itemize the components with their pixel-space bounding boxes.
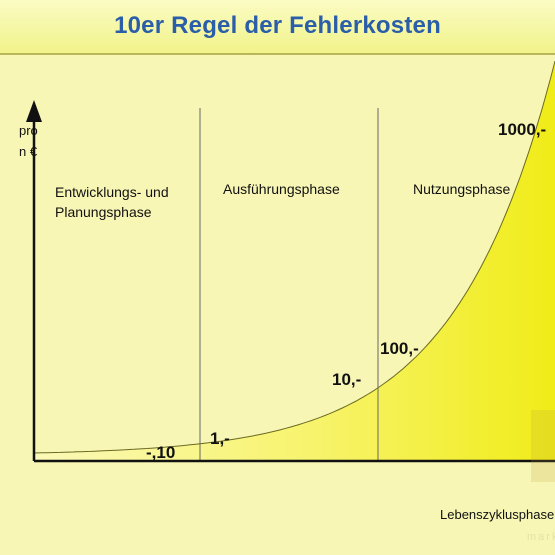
cost-curve-chart: pro n € Entwicklungs- und Planungsphase … xyxy=(19,60,555,543)
cost-curve-line xyxy=(33,60,555,454)
phase-label-planning: Entwicklungs- und Planungsphase xyxy=(55,184,173,220)
data-label-3: 100,- xyxy=(380,339,419,358)
data-label-4: 1000,- xyxy=(498,120,546,139)
y-axis-arrow xyxy=(26,100,42,122)
phase-label-execution: Ausführungsphase xyxy=(223,181,340,197)
cost-area xyxy=(34,61,555,461)
x-axis-label: Lebenszyklusphasen xyxy=(440,507,555,522)
title-bar: 10er Regel der Fehlerkosten xyxy=(0,0,555,55)
data-label-0: -,10 xyxy=(146,443,175,462)
watermark-text: marketing xyxy=(527,531,555,543)
chart-title: 10er Regel der Fehlerkosten xyxy=(114,12,441,39)
phase-label-usage: Nutzungsphase xyxy=(413,181,511,197)
data-label-1: 1,- xyxy=(210,429,230,448)
watermark-logo: marketing xyxy=(527,410,555,543)
y-axis-label: pro n € xyxy=(19,123,41,159)
data-label-2: 10,- xyxy=(332,370,361,389)
